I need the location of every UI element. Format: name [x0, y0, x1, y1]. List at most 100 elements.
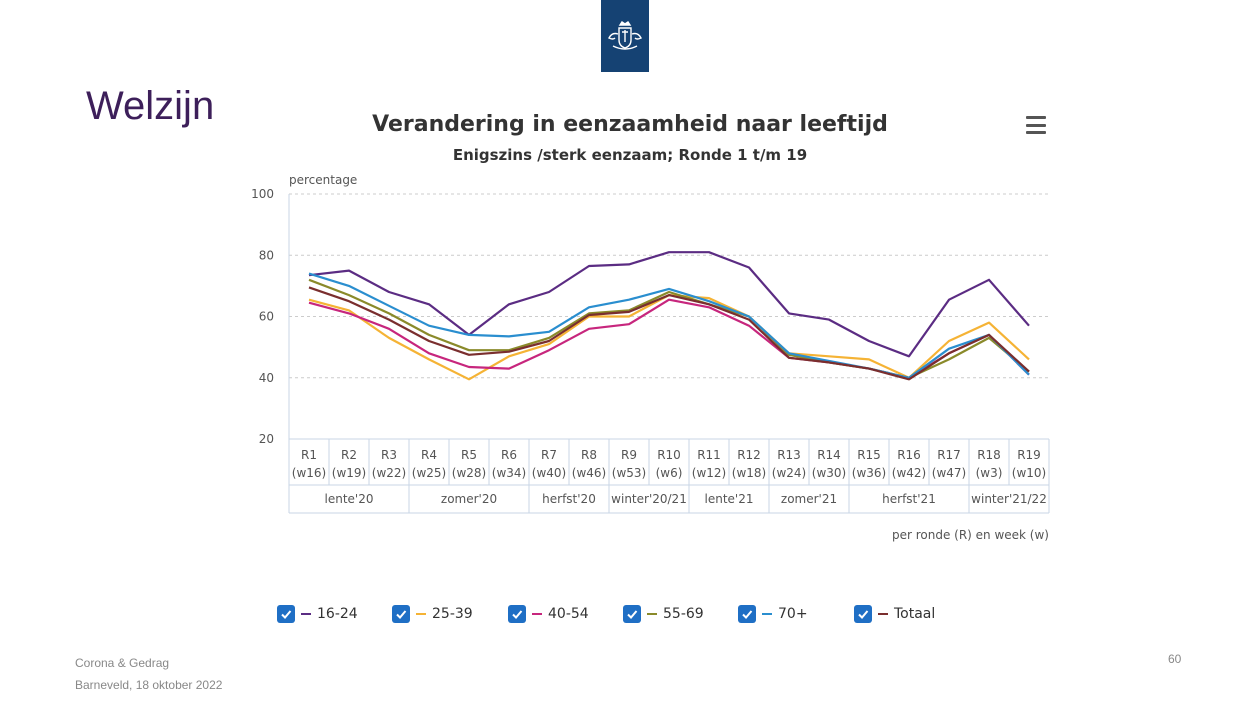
- legend-label: Totaal: [894, 606, 936, 622]
- x-tick-week-r7: (w40): [532, 466, 566, 480]
- x-tick-round-r13: R13: [777, 448, 801, 462]
- legend-swatch: [762, 613, 772, 615]
- x-tick-round-r19: R19: [1017, 448, 1041, 462]
- legend-swatch: [532, 613, 542, 615]
- x-tick-week-r5: (w28): [452, 466, 486, 480]
- x-tick-round-r4: R4: [421, 448, 437, 462]
- check-icon: [396, 610, 407, 619]
- legend-label: 16-24: [317, 606, 358, 622]
- legend-swatch: [416, 613, 426, 615]
- x-group-label: lente'21: [705, 492, 754, 506]
- x-tick-week-r17: (w47): [932, 466, 966, 480]
- legend-swatch: [878, 613, 888, 615]
- x-group-label: lente'20: [325, 492, 374, 506]
- legend-item-5569[interactable]: 55-69: [623, 605, 704, 623]
- legend-item-totaal[interactable]: Totaal: [854, 605, 935, 623]
- x-tick-round-r11: R11: [697, 448, 721, 462]
- x-tick-round-r5: R5: [461, 448, 477, 462]
- x-tick-week-r13: (w24): [772, 466, 806, 480]
- x-tick-round-r2: R2: [341, 448, 357, 462]
- x-tick-week-r10: (w6): [656, 466, 683, 480]
- x-group-label: herfst'20: [542, 492, 596, 506]
- x-tick-round-r1: R1: [301, 448, 317, 462]
- y-tick-label: 80: [259, 248, 274, 262]
- x-tick-week-r11: (w12): [692, 466, 726, 480]
- legend-label: 70+: [778, 606, 808, 622]
- x-group-label: zomer'20: [441, 492, 497, 506]
- x-tick-week-r19: (w10): [1012, 466, 1046, 480]
- check-icon: [281, 610, 292, 619]
- x-tick-round-r18: R18: [977, 448, 1001, 462]
- check-icon: [742, 610, 753, 619]
- legend-item-70[interactable]: 70+: [738, 605, 808, 623]
- x-tick-week-r15: (w36): [852, 466, 886, 480]
- y-tick-label: 40: [259, 371, 274, 385]
- x-tick-week-r4: (w25): [412, 466, 446, 480]
- legend-item-2539[interactable]: 25-39: [392, 605, 473, 623]
- check-icon: [858, 610, 869, 619]
- chart-legend: 16-24 25-39 40-54 55-69 70+ Totaal: [0, 605, 1250, 629]
- x-tick-round-r14: R14: [817, 448, 841, 462]
- check-icon: [512, 610, 523, 619]
- legend-checkbox[interactable]: [392, 605, 410, 623]
- x-group-label: zomer'21: [781, 492, 837, 506]
- chart-menu-button[interactable]: [1026, 116, 1046, 134]
- x-tick-round-r17: R17: [937, 448, 961, 462]
- slide-title: Welzijn: [86, 84, 215, 128]
- x-group-label: herfst'21: [882, 492, 936, 506]
- chart-subtitle: Enigszins /sterk eenzaam; Ronde 1 t/m 19: [452, 146, 808, 164]
- legend-swatch: [301, 613, 311, 615]
- page-number: 60: [1168, 652, 1182, 666]
- x-tick-week-r16: (w42): [892, 466, 926, 480]
- legend-label: 55-69: [663, 606, 704, 622]
- series-line-totaal: [308, 286, 1030, 381]
- x-tick-round-r7: R7: [541, 448, 557, 462]
- y-tick-label: 60: [259, 310, 274, 324]
- menu-icon: [1026, 116, 1046, 119]
- check-icon: [627, 610, 638, 619]
- y-axis-label: percentage: [289, 173, 357, 187]
- legend-checkbox[interactable]: [508, 605, 526, 623]
- x-tick-round-r3: R3: [381, 448, 397, 462]
- x-group-label: winter'20/21: [611, 492, 687, 506]
- legend-label: 25-39: [432, 606, 473, 622]
- x-axis-label: per ronde (R) en week (w): [892, 528, 1049, 542]
- rijksoverheid-logo-icon: [608, 21, 642, 50]
- x-tick-week-r3: (w22): [372, 466, 406, 480]
- rijksoverheid-logo: [601, 0, 649, 72]
- footer: Corona & Gedrag Barneveld, 18 oktober 20…: [75, 652, 222, 696]
- legend-checkbox[interactable]: [623, 605, 641, 623]
- legend-checkbox[interactable]: [738, 605, 756, 623]
- line-chart: percentage 20 40 60 80 100 R1 (w16) R2 (w19) R3 (w2…: [251, 173, 1050, 542]
- x-tick-week-r12: (w18): [732, 466, 766, 480]
- legend-checkbox[interactable]: [277, 605, 295, 623]
- y-tick-label: 100: [251, 187, 274, 201]
- series-line-70: [308, 272, 1030, 379]
- x-tick-round-r10: R10: [657, 448, 681, 462]
- x-tick-week-r9: (w53): [612, 466, 646, 480]
- x-tick-week-r2: (w19): [332, 466, 366, 480]
- legend-checkbox[interactable]: [854, 605, 872, 623]
- x-tick-week-r1: (w16): [292, 466, 326, 480]
- x-tick-round-r15: R15: [857, 448, 881, 462]
- chart-title: Verandering in eenzaamheid naar leeftijd: [372, 112, 888, 137]
- legend-item-1624[interactable]: 16-24: [277, 605, 358, 623]
- footer-source: Corona & Gedrag: [75, 656, 170, 670]
- x-tick-round-r6: R6: [501, 448, 517, 462]
- x-tick-round-r8: R8: [581, 448, 597, 462]
- x-tick-week-r18: (w3): [976, 466, 1003, 480]
- series-line-2539: [308, 294, 1030, 381]
- footer-location-date: Barneveld, 18 oktober 2022: [75, 678, 223, 692]
- legend-label: 40-54: [548, 606, 589, 622]
- legend-item-4054[interactable]: 40-54: [508, 605, 589, 623]
- legend-swatch: [647, 613, 657, 615]
- x-tick-round-r9: R9: [621, 448, 637, 462]
- x-group-label: winter'21/22: [971, 492, 1047, 506]
- x-tick-week-r6: (w34): [492, 466, 526, 480]
- y-tick-label: 20: [259, 432, 274, 446]
- x-tick-week-r14: (w30): [812, 466, 846, 480]
- series-line-1624: [308, 251, 1030, 358]
- x-tick-round-r12: R12: [737, 448, 761, 462]
- x-tick-week-r8: (w46): [572, 466, 606, 480]
- x-tick-round-r16: R16: [897, 448, 921, 462]
